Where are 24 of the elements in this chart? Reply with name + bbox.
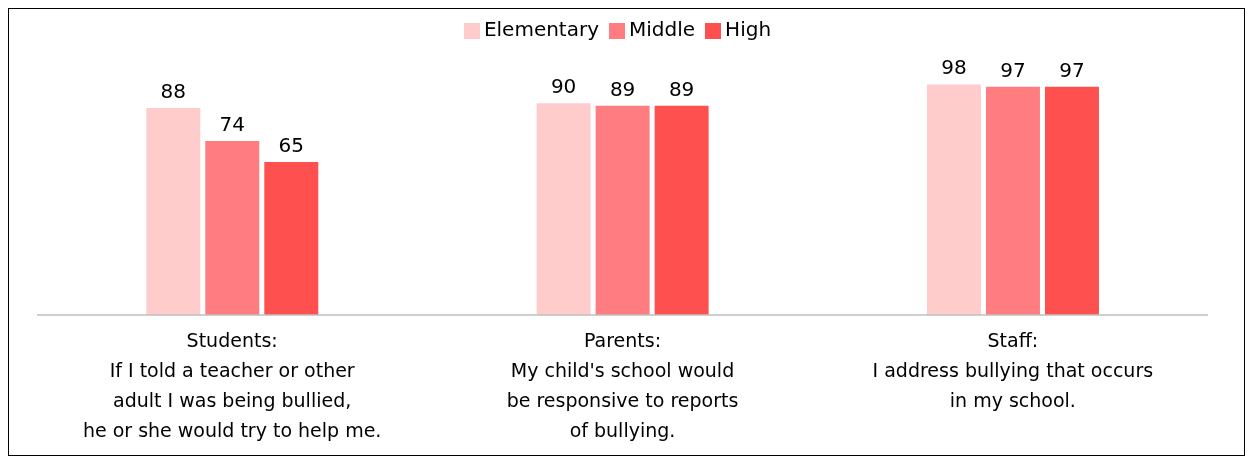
data-label: 97 [1000,57,1026,82]
data-label: 89 [609,76,636,101]
data-label: 88 [160,79,187,104]
legend-label: Middle [629,17,696,41]
x-tick-label: Parents: My child's school would be responsive to reports of bullying. [506,329,739,441]
data-label: 90 [550,74,577,99]
data-label: 98 [941,55,967,80]
bar [654,105,709,315]
data-label: 74 [219,111,246,136]
data-label: 65 [278,133,305,158]
legend-label: High [725,17,772,41]
x-tick-label: Students: If I told a teacher or other adult I was being bullied, he or she would try to help me. [82,329,382,441]
bar [985,86,1040,315]
bar [205,140,260,315]
bar [146,108,201,315]
data-label: 89 [668,76,695,101]
bar [264,162,319,315]
bar [926,84,981,315]
bar [595,105,650,315]
bar [1044,86,1099,315]
x-tick-label: Staff: I address bullying that occurs in my school. [872,329,1154,411]
legend-label: Elementary [483,17,600,41]
bar [536,103,591,315]
data-label: 97 [1059,57,1085,82]
